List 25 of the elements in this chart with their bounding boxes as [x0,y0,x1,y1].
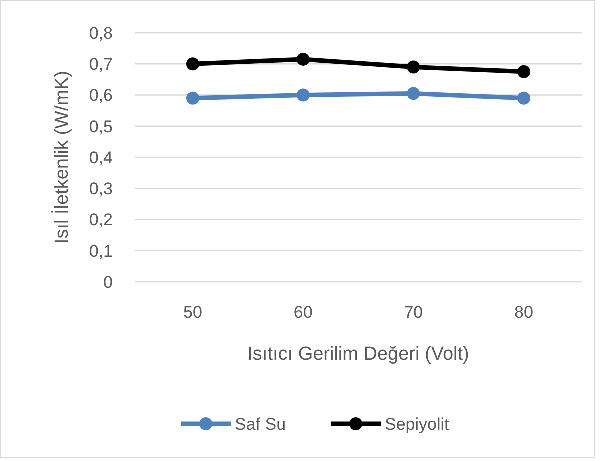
point [186,92,200,105]
y-tick-label: 0,6 [89,86,113,106]
legend-label: Sepiyolit [385,414,450,434]
x-tick-label: 80 [514,303,534,322]
point [186,58,200,71]
y-axis-title: Isıl İletkenlik (W/mK) [51,70,73,244]
x-tick-label: 70 [404,303,424,322]
y-tick-label: 0 [104,272,113,292]
y-tick-label: 0,1 [89,242,113,261]
point [518,65,530,78]
x-axis-title: Isıtıcı Gerilim Değeri (Volt) [248,344,470,365]
point [296,52,310,66]
point [296,88,310,102]
legend-label: Saf Su [235,414,286,434]
y-tick-label: 0,5 [89,117,113,136]
y-tick-label: 0,2 [89,210,113,230]
y-tick-label: 0,7 [89,55,113,74]
point [518,92,530,105]
point [407,87,420,100]
x-tick-label: 60 [294,303,313,322]
y-tick-label: 0,4 [89,148,113,168]
point [407,60,420,74]
y-tick-label: 0,3 [89,180,113,199]
x-tick-label: 50 [184,303,202,322]
y-tick-label: 0,8 [89,24,113,43]
